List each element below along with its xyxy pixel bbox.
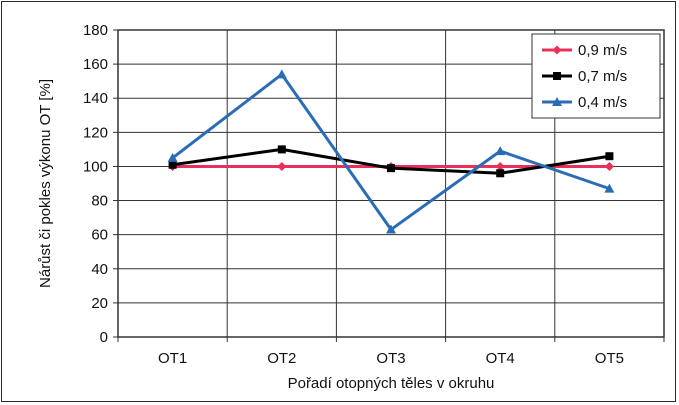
- y-tick-label: 60: [91, 227, 108, 244]
- legend-label: 0,9 m/s: [578, 42, 627, 59]
- x-axis-title: Pořadí otopných těles v okruhu: [288, 375, 495, 392]
- plot-area: [117, 29, 665, 338]
- data-point-triangle: [276, 69, 287, 79]
- series-group: [167, 69, 615, 234]
- x-tick-label: OT2: [267, 350, 296, 367]
- y-tick-label: 140: [83, 90, 108, 107]
- x-tick-label: OT5: [595, 350, 624, 367]
- y-axis-ticks: 0 20 40 60 80 100 120 140 160 180: [83, 22, 118, 346]
- y-tick-label: 120: [83, 124, 108, 141]
- data-point-diamond: [495, 161, 505, 171]
- data-point-diamond: [604, 161, 614, 171]
- data-point-triangle: [167, 152, 178, 162]
- data-point-square: [277, 145, 286, 154]
- data-point-square: [605, 152, 614, 161]
- x-tick-label: OT1: [158, 350, 187, 367]
- y-axis-title: Nárůst či pokles výkonu OT [%]: [37, 79, 54, 288]
- legend-marker-triangle: [552, 97, 562, 106]
- data-point-square: [496, 169, 505, 178]
- legend-item: 0,4 m/s: [542, 94, 627, 111]
- y-tick-label: 180: [83, 22, 108, 39]
- data-point-square: [387, 164, 395, 173]
- y-tick-label: 80: [91, 193, 108, 210]
- y-tick-label: 160: [83, 56, 108, 73]
- data-point-square: [168, 160, 177, 169]
- data-point-diamond: [277, 161, 287, 171]
- series-triangle: [167, 69, 615, 234]
- y-tick-label: 100: [83, 158, 108, 175]
- y-tick-label: 0: [100, 329, 108, 346]
- x-tick-label: OT4: [486, 350, 515, 367]
- series-square: [168, 145, 614, 178]
- y-tick-label: 20: [91, 295, 108, 312]
- data-point-triangle: [386, 224, 396, 234]
- legend-marker-square: [553, 72, 561, 80]
- legend: 0,9 m/s 0,7 m/s 0,4 m/s: [531, 33, 661, 119]
- legend-label: 0,4 m/s: [578, 94, 627, 111]
- legend-label: 0,7 m/s: [578, 68, 627, 85]
- y-tick-label: 40: [91, 261, 108, 278]
- x-axis-ticks: OT1 OT2 OT3 OT4 OT5: [117, 337, 665, 367]
- legend-marker-diamond: [552, 45, 562, 55]
- legend-item: 0,7 m/s: [542, 68, 627, 85]
- data-point-triangle: [495, 146, 506, 156]
- legend-item: 0,9 m/s: [542, 42, 627, 59]
- x-tick-label: OT3: [376, 350, 405, 367]
- data-point-triangle: [604, 183, 615, 193]
